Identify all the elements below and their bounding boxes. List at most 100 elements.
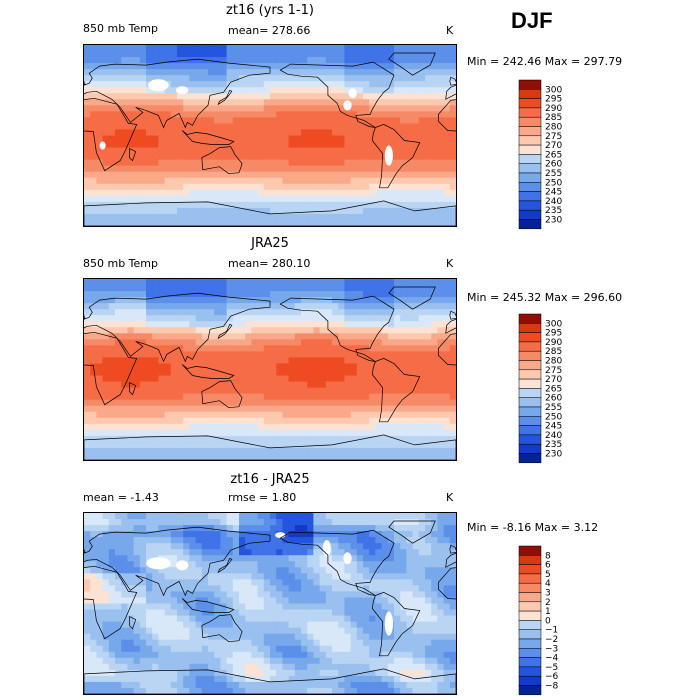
field-cell: [325, 447, 333, 455]
field-cell: [177, 555, 184, 562]
field-cell: [363, 69, 370, 76]
field-cell: [294, 111, 302, 118]
field-cell: [208, 513, 215, 520]
field-cell: [152, 351, 159, 358]
field-cell: [276, 117, 283, 124]
field-cell: [189, 537, 196, 544]
field-cell: [164, 627, 172, 635]
field-cell: [375, 51, 382, 58]
field-cell: [263, 339, 271, 346]
field-cell: [108, 363, 116, 370]
field-cell: [139, 315, 147, 322]
field-cell: [443, 177, 451, 185]
field-cell: [344, 375, 351, 382]
field-cell: [356, 117, 364, 124]
field-cell: [412, 63, 420, 70]
field-cell: [394, 423, 401, 431]
field-cell: [307, 129, 314, 136]
field-cell: [257, 159, 265, 167]
field-cell: [381, 177, 389, 185]
field-cell: [301, 69, 308, 76]
field-cell: [133, 177, 141, 185]
field-cell: [282, 591, 289, 598]
field-cell: [102, 297, 110, 304]
field-cell: [220, 339, 227, 346]
field-cell: [369, 195, 376, 203]
field-cell: [214, 537, 221, 544]
field-cell: [102, 165, 110, 173]
field-cell: [263, 441, 271, 449]
field-cell: [325, 315, 333, 322]
field-cell: [394, 159, 401, 167]
field-cell: [189, 189, 196, 197]
coastline-eurasia: [84, 58, 271, 129]
field-cell: [332, 201, 339, 209]
field-cell: [418, 609, 426, 616]
field-cell: [431, 579, 438, 586]
field-cell: [375, 375, 382, 382]
field-cell: [152, 585, 159, 592]
field-cell: [301, 357, 308, 364]
field-cell: [325, 117, 333, 124]
field-cell: [369, 291, 376, 298]
field-cell: [226, 135, 234, 142]
field-cell: [294, 183, 302, 191]
field-cell: [325, 525, 333, 532]
field-cell: [418, 585, 426, 592]
field-cell: [257, 321, 265, 328]
field-cell: [437, 627, 444, 635]
field-cell: [158, 195, 165, 203]
field-cell: [133, 207, 141, 215]
field-cell: [158, 303, 165, 310]
field-cell: [102, 633, 110, 641]
field-cell: [115, 627, 122, 635]
field-cell: [102, 45, 110, 52]
field-cell: [139, 141, 147, 148]
field-cell: [418, 339, 426, 346]
field-cell: [356, 363, 364, 370]
field-cell: [282, 81, 289, 88]
field-cell: [431, 393, 438, 401]
field-cell: [301, 51, 308, 58]
field-cell: [381, 303, 389, 310]
field-cell: [325, 309, 333, 316]
field-cell: [369, 333, 376, 340]
field-cell: [301, 189, 308, 197]
field-cell: [164, 345, 172, 352]
field-cell: [313, 111, 320, 118]
field-cell: [245, 537, 252, 544]
field-cell: [239, 63, 246, 70]
field-cell: [344, 285, 351, 292]
field-cell: [220, 81, 227, 88]
field-cell: [301, 309, 308, 316]
field-cell: [102, 513, 110, 520]
field-cell: [146, 597, 153, 604]
field-cell: [164, 639, 172, 647]
field-cell: [214, 147, 221, 154]
field-cell: [158, 429, 165, 437]
field-cell: [102, 627, 110, 635]
field-cell: [108, 159, 116, 167]
field-cell: [263, 285, 271, 292]
field-cell: [406, 567, 413, 574]
field-cell: [263, 411, 271, 419]
field-cell: [412, 129, 420, 136]
field-cell: [332, 153, 339, 161]
field-cell: [443, 525, 451, 532]
field-cell: [170, 411, 178, 419]
field-cell: [152, 537, 159, 544]
field-cell: [412, 357, 420, 364]
field-cell: [183, 369, 190, 376]
field-cell: [108, 153, 116, 161]
field-cell: [115, 99, 122, 106]
field-cell: [245, 441, 252, 449]
field-cell: [431, 183, 438, 191]
field-cell: [288, 45, 296, 52]
field-cell: [220, 105, 227, 112]
field-cell: [183, 597, 190, 604]
field-cell: [418, 147, 426, 154]
field-cell: [127, 543, 134, 550]
field-cell: [363, 369, 370, 376]
field-cell: [332, 291, 339, 298]
field-cell: [263, 573, 271, 580]
